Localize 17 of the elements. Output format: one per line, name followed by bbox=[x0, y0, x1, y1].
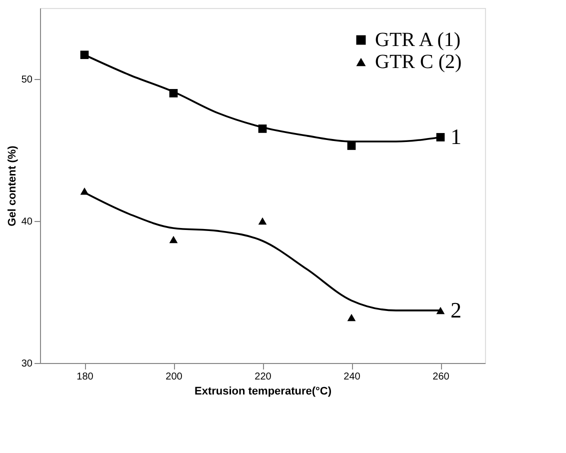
x-tick-label: 240 bbox=[344, 372, 361, 382]
legend-label: GTR C (2) bbox=[375, 51, 462, 73]
y-tick-label: 50 bbox=[21, 74, 33, 86]
annotation: 2 bbox=[450, 297, 462, 322]
x-tick-label: 220 bbox=[254, 372, 272, 382]
point bbox=[169, 236, 178, 244]
x-tick-label: 200 bbox=[166, 372, 183, 382]
point bbox=[347, 314, 356, 322]
x-tick-label: 180 bbox=[76, 372, 94, 382]
annotation: 1 bbox=[450, 124, 462, 150]
legend-label: GTR A (1) bbox=[375, 29, 461, 51]
y-tick-label: 40 bbox=[21, 216, 33, 228]
point bbox=[258, 217, 267, 225]
x-axis-title: Extrusion temperature(°C) bbox=[194, 386, 332, 398]
x-tick-label: 260 bbox=[432, 372, 450, 382]
y-axis-title: Gel content (%) bbox=[6, 145, 18, 226]
y-tick-label: 30 bbox=[21, 358, 33, 370]
